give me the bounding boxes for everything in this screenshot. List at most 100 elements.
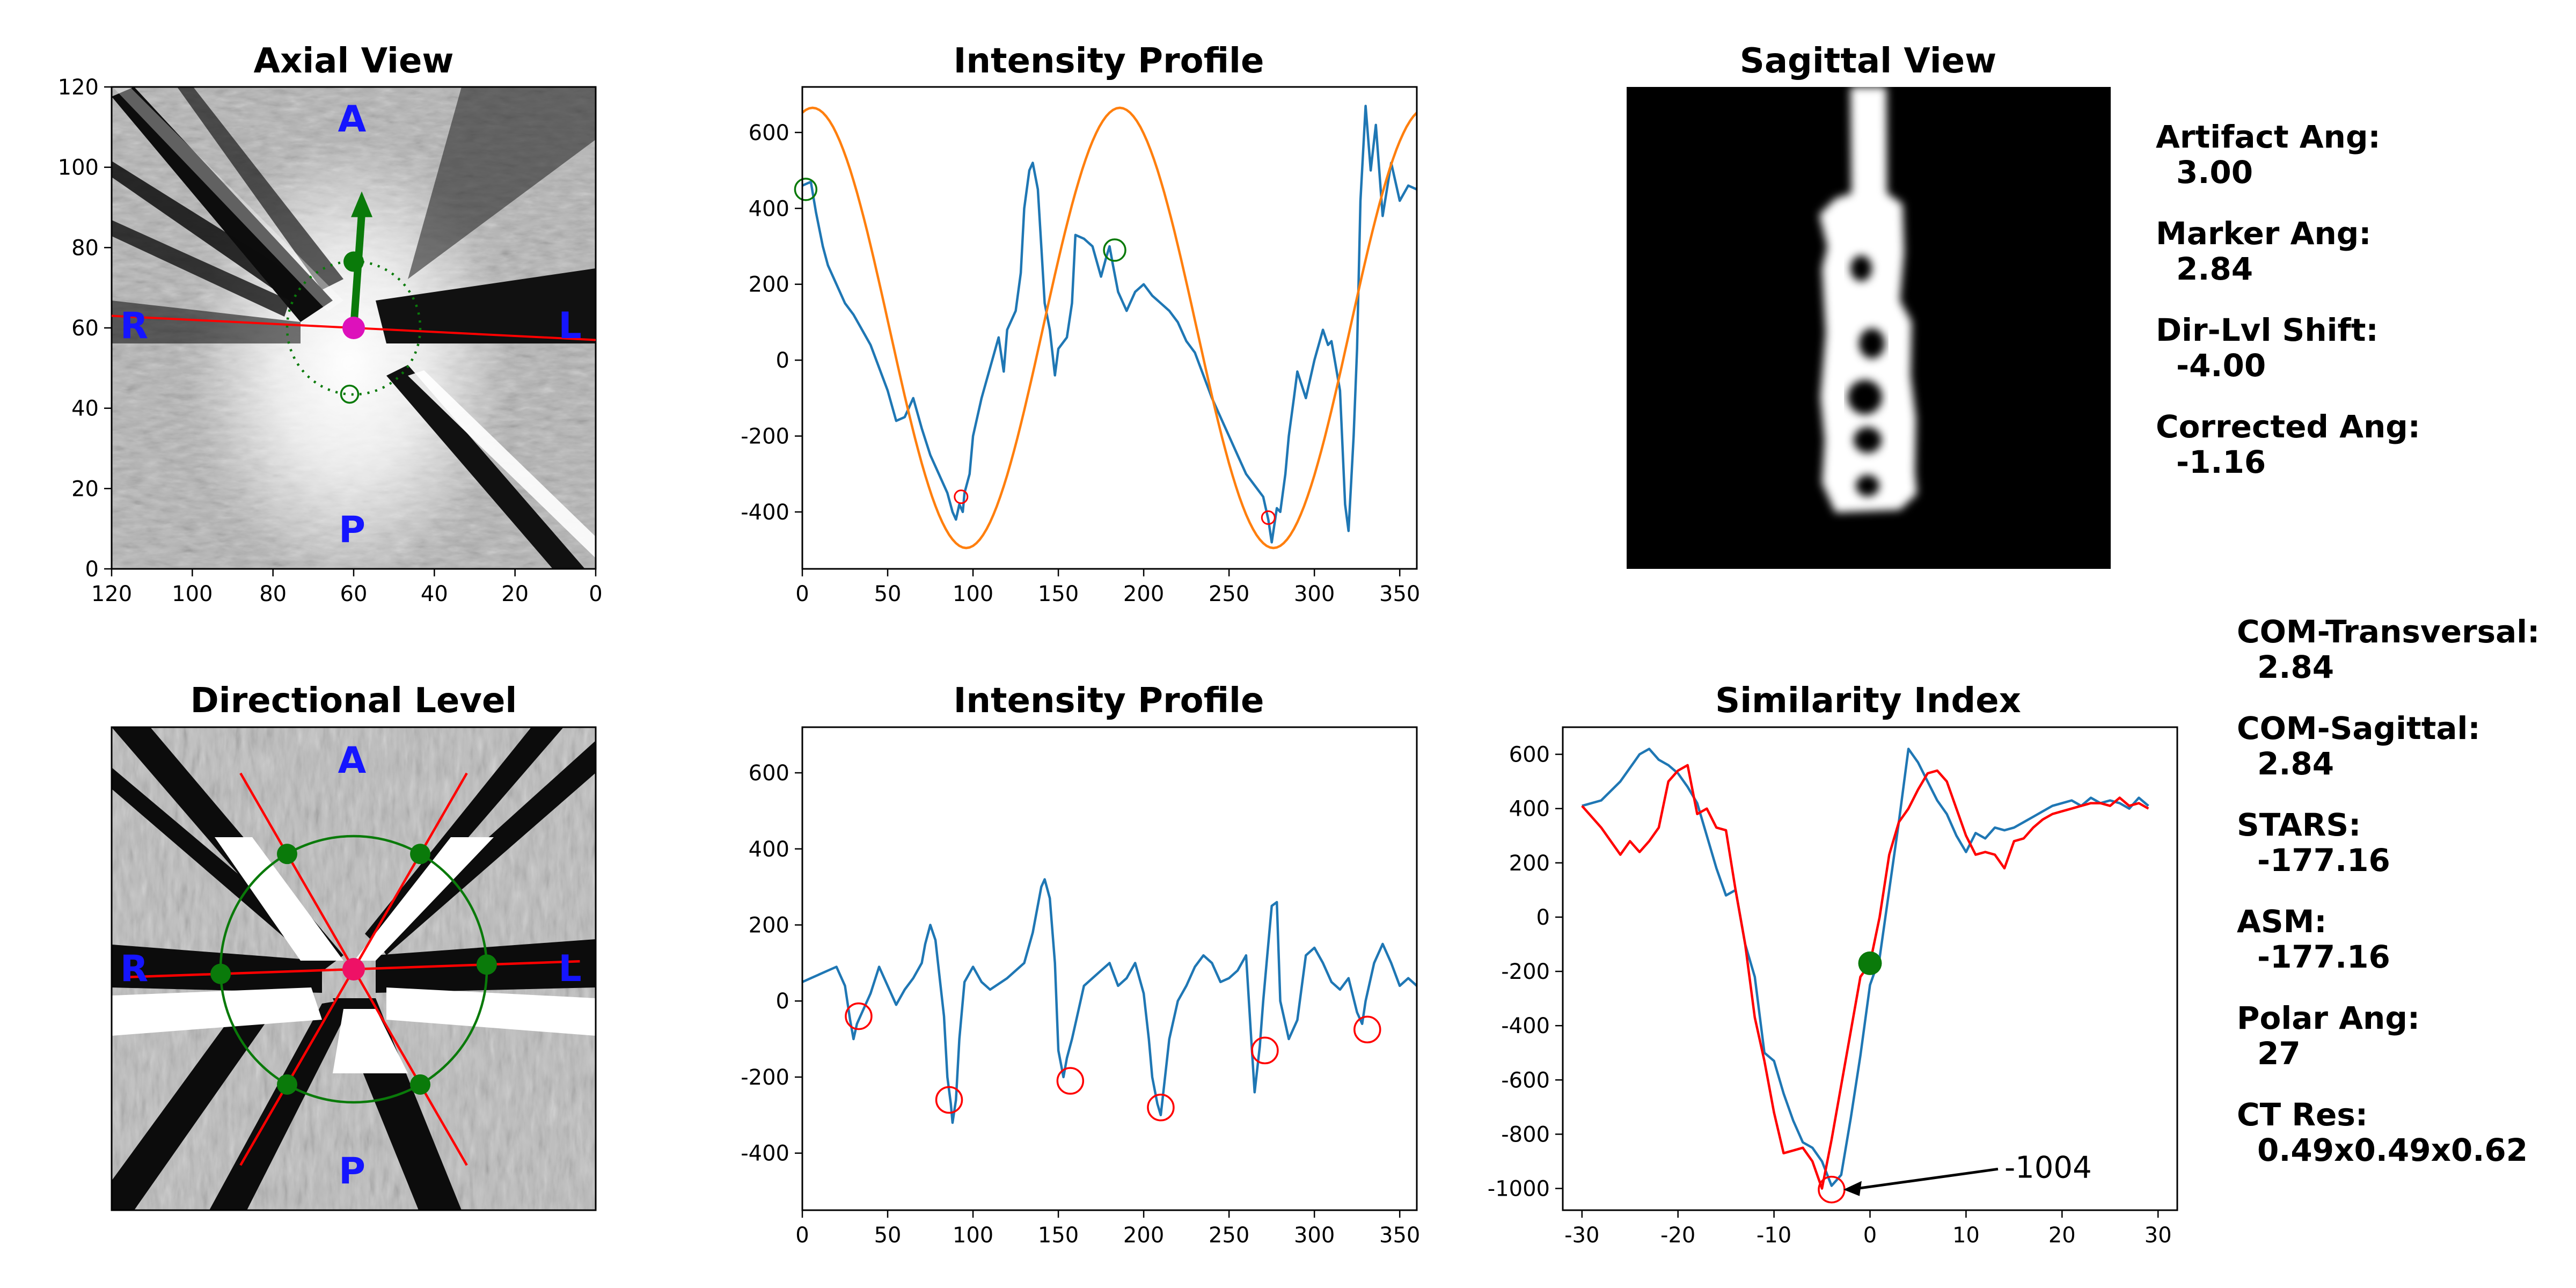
info-value-2: -4.00 <box>2176 347 2266 384</box>
marker-point-3 <box>1147 1093 1175 1122</box>
info-value-0: 2.84 <box>2257 649 2334 685</box>
info-value-0: 3.00 <box>2176 154 2253 191</box>
y-tick-label: 60 <box>71 316 99 341</box>
y-tick-label: 0 <box>85 557 99 582</box>
x-tick-label: 20 <box>501 582 529 606</box>
axial-label-left: L <box>558 305 581 347</box>
sagittal-title: Sagittal View <box>1740 41 1997 81</box>
info-value-1: 2.84 <box>2257 745 2334 782</box>
x-tick-label: 100 <box>172 582 213 606</box>
dir-intersection-dot-5 <box>410 844 431 865</box>
y-tick-label: 200 <box>749 273 789 297</box>
x-tick-label: 40 <box>421 582 448 606</box>
y-tick-label: 0 <box>776 989 789 1014</box>
marker-point-0 <box>794 178 818 201</box>
y-tick-label: 600 <box>1509 743 1550 767</box>
y-tick-label: -400 <box>741 1141 789 1166</box>
dir-spoke-5 <box>353 772 468 970</box>
info-label-3: Corrected Ang: <box>2156 408 2420 445</box>
dir-intersection-dot-1 <box>410 1074 431 1095</box>
axial-x-ticks: 120 100 80 60 40 20 0 <box>91 569 603 606</box>
x-tick-label: 20 <box>2048 1223 2076 1248</box>
x-tick-label: -30 <box>1564 1223 1599 1248</box>
dir-spoke-3 <box>127 968 354 978</box>
info-panel-bottom: COM-Transversal:2.84COM-Sagittal:2.84STA… <box>2237 613 2540 1168</box>
series-line-0 <box>802 105 1417 544</box>
y-tick-label: 200 <box>749 913 789 938</box>
x-tick-label: -10 <box>1757 1223 1791 1248</box>
marker-point-1 <box>935 1086 963 1114</box>
info-value-1: 2.84 <box>2176 251 2253 287</box>
info-value-3: -1.16 <box>2176 444 2266 480</box>
info-value-3: -177.16 <box>2257 939 2390 975</box>
x-tick-label: 100 <box>953 582 993 606</box>
info-label-4: Polar Ang: <box>2237 1000 2420 1036</box>
series-line-1 <box>802 106 1417 550</box>
x-tick-label: 50 <box>874 582 902 606</box>
marker-point-2 <box>1056 1067 1085 1095</box>
y-tick-label: 100 <box>58 156 99 180</box>
marker-point-4 <box>1251 1036 1279 1065</box>
y-tick-label: -600 <box>1501 1068 1550 1093</box>
info-label-5: CT Res: <box>2237 1096 2368 1133</box>
similarity-index-panel: Similarity Index -30 -20 -10 0 10 20 30 -1000 -8… <box>1488 681 2178 1248</box>
axial-center-point <box>342 317 365 339</box>
y-tick-label: 400 <box>749 196 789 221</box>
x-tick-label: 0 <box>1863 1223 1877 1248</box>
info-label-1: Marker Ang: <box>2156 215 2372 252</box>
sagittal-view-panel: Sagittal View <box>1627 41 2111 569</box>
axial-marker-open-circle <box>340 384 360 404</box>
marker-point-0 <box>1818 1175 1846 1204</box>
x-tick-label: 80 <box>259 582 287 606</box>
x-tick-label: 120 <box>91 582 132 606</box>
y-tick-label: -400 <box>741 500 789 525</box>
x-tick-label: 30 <box>2145 1223 2172 1248</box>
info-label-1: COM-Sagittal: <box>2237 710 2480 747</box>
info-label-0: Artifact Ang: <box>2156 119 2381 155</box>
dir-label-anterior: A <box>338 740 367 782</box>
x-tick-label: 10 <box>1952 1223 1980 1248</box>
x-tick-label: 0 <box>795 1223 809 1248</box>
x-tick-label: 60 <box>340 582 368 606</box>
y-tick-label: 400 <box>1509 797 1550 822</box>
info-value-4: 27 <box>2257 1035 2301 1072</box>
y-tick-label: 120 <box>58 75 99 100</box>
x-tick-label: 300 <box>1294 582 1335 606</box>
series-line-1 <box>1581 764 2149 1190</box>
y-tick-label: 20 <box>71 477 99 501</box>
dir-center-point <box>342 958 365 980</box>
profile2-title: Intensity Profile <box>954 681 1264 721</box>
dir-spoke-1 <box>353 968 468 1166</box>
axial-label-posterior: P <box>339 509 365 551</box>
x-tick-label: 0 <box>589 582 602 606</box>
y-tick-label: -400 <box>1501 1014 1550 1038</box>
directional-overlay <box>127 772 580 1166</box>
info-label-0: COM-Transversal: <box>2237 613 2540 650</box>
dir-spoke-4 <box>239 772 355 970</box>
directional-image <box>112 727 596 1210</box>
annotation-arrow-head <box>1843 1181 1862 1196</box>
series-group <box>802 105 1417 550</box>
x-tick-label: 250 <box>1209 582 1249 606</box>
dir-intersection-dot-0 <box>476 954 497 975</box>
x-tick-label: 150 <box>1038 582 1079 606</box>
axial-y-ticks: 0 20 40 60 80 100 120 <box>58 75 112 582</box>
dir-label-right: R <box>120 948 148 990</box>
dir-spoke-2 <box>239 968 355 1166</box>
dir-intersection-dot-3 <box>210 963 231 984</box>
marker-point-5 <box>1353 1015 1381 1044</box>
y-tick-label: 400 <box>749 837 789 862</box>
y-tick-label: -200 <box>741 425 789 449</box>
intensity-profile-2-panel: Intensity Profile 0 50 100 150 200 250 300 350 -… <box>741 681 1420 1248</box>
x-tick-label: 350 <box>1379 582 1420 606</box>
x-tick-label: 50 <box>874 1223 902 1248</box>
x-tick-label: 100 <box>953 1223 993 1248</box>
y-tick-label: 600 <box>749 761 789 786</box>
dir-intersection-dot-2 <box>276 1074 297 1095</box>
axial-direction-arrow-head <box>351 191 373 217</box>
intensity-profile-1-panel: Intensity Profile 0 50 100 150 200 250 300 350 -… <box>741 41 1420 606</box>
annotation-text: -1004 <box>2004 1150 2092 1185</box>
info-label-2: Dir-Lvl Shift: <box>2156 312 2379 348</box>
similarity-plot-area: -30 -20 -10 0 10 20 30 -1000 -800 -600 -400 -200 0 20… <box>1488 743 2172 1248</box>
